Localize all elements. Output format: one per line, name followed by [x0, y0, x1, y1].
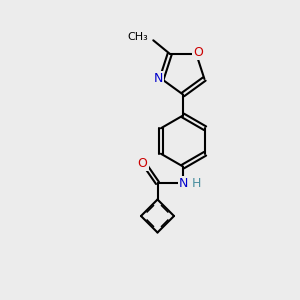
Text: O: O: [193, 46, 203, 59]
Text: O: O: [138, 157, 147, 170]
Text: H: H: [192, 177, 201, 190]
Text: N: N: [153, 73, 163, 85]
Text: N: N: [179, 177, 188, 190]
Text: CH₃: CH₃: [127, 32, 148, 42]
